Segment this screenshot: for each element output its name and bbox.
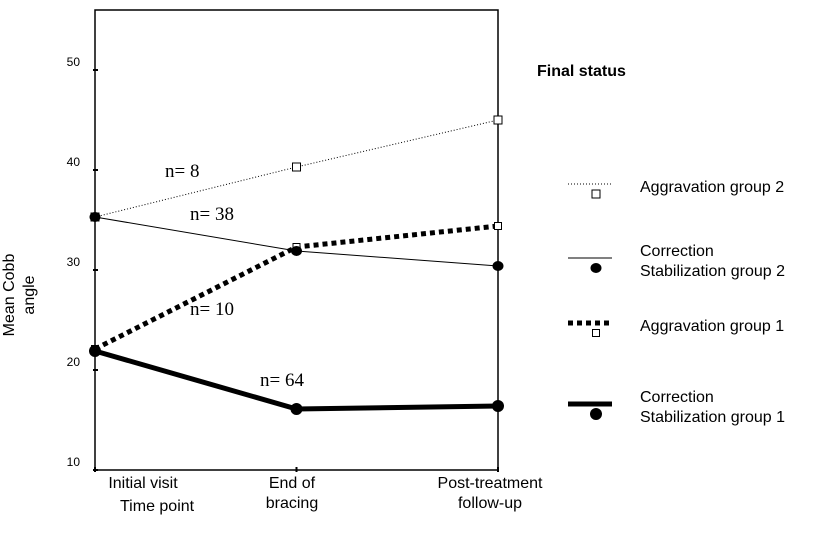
legend-label: Correction Stabilization group 2	[640, 243, 785, 280]
y-tick-label: 50	[67, 55, 81, 69]
y-axis-title: Mean Cobb angle	[1, 253, 38, 337]
point	[291, 246, 302, 256]
annotation: n= 64	[260, 370, 304, 391]
y-tick-label: 30	[67, 255, 81, 269]
point	[89, 212, 101, 222]
x-axis-title: Time point	[120, 498, 195, 515]
plot-frame	[94, 9, 499, 471]
point	[494, 222, 502, 230]
legend-label: Aggravation group 1	[640, 318, 785, 335]
point	[292, 162, 301, 172]
legend-marker	[590, 263, 602, 273]
x-tick-label: End of bracing	[265, 475, 319, 512]
series-line	[94, 216, 499, 267]
point	[493, 115, 503, 125]
legend-label: Correction Stabilization group 1	[640, 389, 785, 426]
legend-title: Final status	[537, 63, 626, 80]
x-tick-label: Initial visit	[108, 475, 178, 492]
annotation: n= 38	[190, 204, 234, 225]
legend-marker	[591, 189, 601, 199]
point	[290, 403, 303, 415]
point	[492, 261, 504, 271]
legend-marker	[590, 408, 602, 420]
y-tick-label: 10	[67, 455, 81, 469]
point	[89, 345, 101, 357]
y-tick-label: 20	[67, 355, 81, 369]
legend-label: Aggravation group 2	[640, 179, 785, 196]
annotation: n= 10	[190, 299, 234, 320]
x-tick-label: Post-treatment follow-up	[437, 475, 543, 512]
legend-marker	[592, 329, 600, 337]
annotation: n= 8	[165, 161, 200, 182]
y-tick-label: 40	[67, 155, 81, 169]
point	[492, 400, 504, 412]
